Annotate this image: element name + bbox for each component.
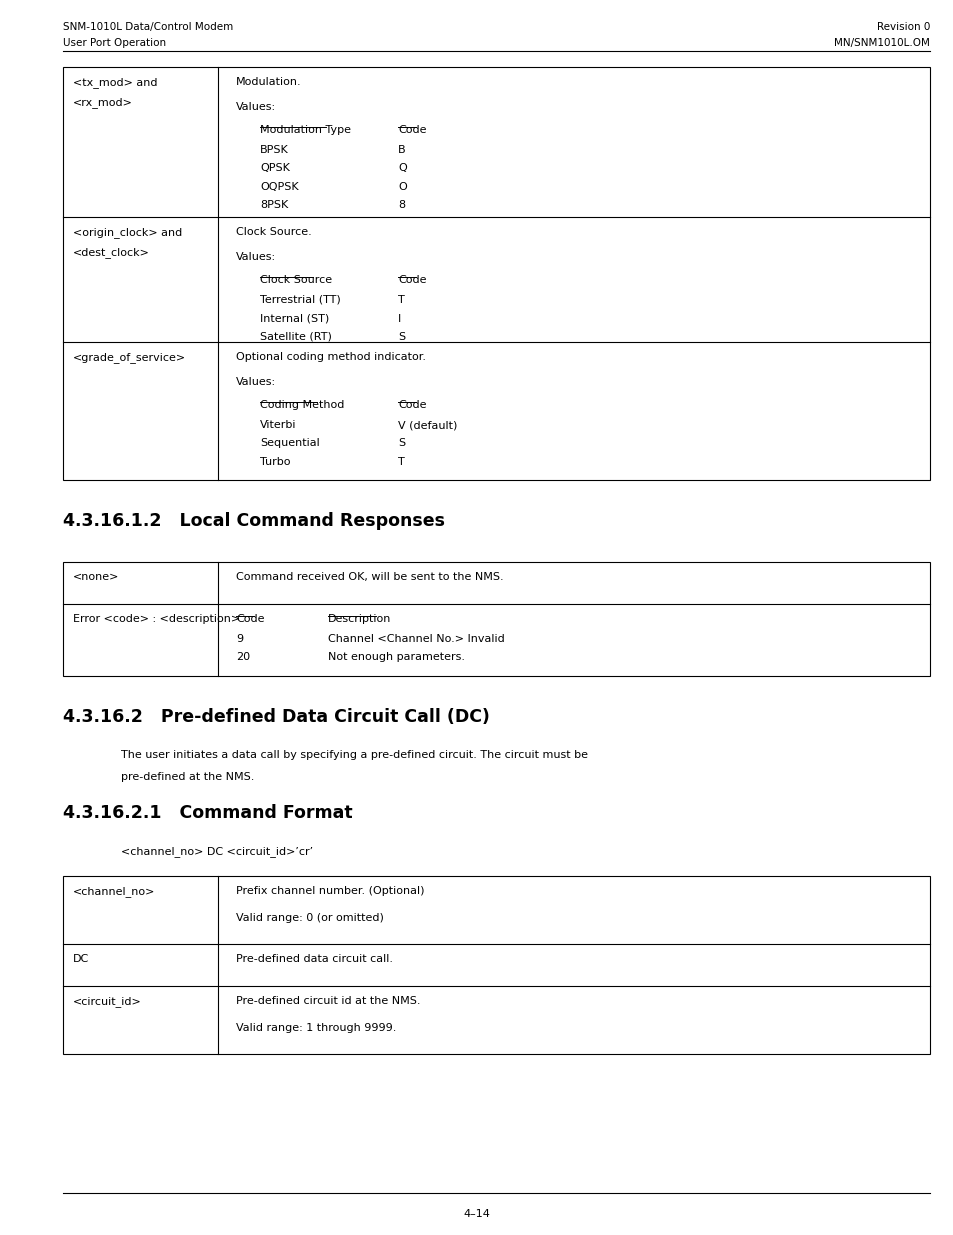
Bar bbox=[63, 562, 929, 676]
Text: Code: Code bbox=[397, 125, 426, 135]
Text: S: S bbox=[397, 438, 405, 448]
Text: Description: Description bbox=[328, 614, 391, 624]
Text: S: S bbox=[397, 332, 405, 342]
Bar bbox=[63, 876, 929, 1053]
Text: O: O bbox=[397, 182, 406, 191]
Text: Clock Source: Clock Source bbox=[260, 275, 332, 285]
Text: 8: 8 bbox=[397, 200, 405, 210]
Text: QPSK: QPSK bbox=[260, 163, 290, 173]
Text: Prefix channel number. (Optional): Prefix channel number. (Optional) bbox=[235, 885, 424, 897]
Text: Modulation.: Modulation. bbox=[235, 77, 301, 86]
Text: Satellite (RT): Satellite (RT) bbox=[260, 332, 332, 342]
Text: <channel_no> DC <circuit_id>’cr’: <channel_no> DC <circuit_id>’cr’ bbox=[121, 846, 313, 857]
Text: V (default): V (default) bbox=[397, 420, 456, 430]
Text: 4–14: 4–14 bbox=[463, 1209, 490, 1219]
Text: 4.3.16.1.2   Local Command Responses: 4.3.16.1.2 Local Command Responses bbox=[63, 513, 444, 530]
Text: MN/SNM1010L.OM: MN/SNM1010L.OM bbox=[833, 38, 929, 48]
Text: Optional coding method indicator.: Optional coding method indicator. bbox=[235, 352, 426, 362]
Text: I: I bbox=[397, 314, 401, 324]
Text: T: T bbox=[397, 457, 404, 467]
Text: Clock Source.: Clock Source. bbox=[235, 227, 312, 237]
Text: Internal (ST): Internal (ST) bbox=[260, 314, 329, 324]
Text: T: T bbox=[397, 295, 404, 305]
Text: Sequential: Sequential bbox=[260, 438, 319, 448]
Text: OQPSK: OQPSK bbox=[260, 182, 298, 191]
Text: User Port Operation: User Port Operation bbox=[63, 38, 166, 48]
Text: Viterbi: Viterbi bbox=[260, 420, 296, 430]
Text: <tx_mod> and: <tx_mod> and bbox=[73, 77, 157, 88]
Text: Pre-defined circuit id at the NMS.: Pre-defined circuit id at the NMS. bbox=[235, 995, 420, 1007]
Text: Modulation Type: Modulation Type bbox=[260, 125, 351, 135]
Text: Code: Code bbox=[235, 614, 264, 624]
Text: Code: Code bbox=[397, 275, 426, 285]
Text: <channel_no>: <channel_no> bbox=[73, 885, 155, 897]
Text: 8PSK: 8PSK bbox=[260, 200, 288, 210]
Text: Valid range: 1 through 9999.: Valid range: 1 through 9999. bbox=[235, 1023, 395, 1032]
Text: Q: Q bbox=[397, 163, 406, 173]
Text: Command received OK, will be sent to the NMS.: Command received OK, will be sent to the… bbox=[235, 572, 503, 582]
Text: Revision 0: Revision 0 bbox=[876, 22, 929, 32]
Text: B: B bbox=[397, 144, 405, 156]
Text: 4.3.16.2.1   Command Format: 4.3.16.2.1 Command Format bbox=[63, 804, 353, 823]
Text: Turbo: Turbo bbox=[260, 457, 291, 467]
Bar bbox=[63, 67, 929, 480]
Text: Code: Code bbox=[397, 400, 426, 410]
Text: Terrestrial (TT): Terrestrial (TT) bbox=[260, 295, 340, 305]
Text: BPSK: BPSK bbox=[260, 144, 289, 156]
Text: 4.3.16.2   Pre-defined Data Circuit Call (DC): 4.3.16.2 Pre-defined Data Circuit Call (… bbox=[63, 708, 489, 726]
Text: pre-defined at the NMS.: pre-defined at the NMS. bbox=[121, 772, 254, 782]
Text: Valid range: 0 (or omitted): Valid range: 0 (or omitted) bbox=[235, 913, 383, 923]
Text: Channel <Channel No.> Invalid: Channel <Channel No.> Invalid bbox=[328, 634, 504, 643]
Text: <dest_clock>: <dest_clock> bbox=[73, 247, 150, 258]
Text: Pre-defined data circuit call.: Pre-defined data circuit call. bbox=[235, 953, 393, 965]
Text: <origin_clock> and: <origin_clock> and bbox=[73, 227, 182, 238]
Text: <none>: <none> bbox=[73, 572, 119, 582]
Text: <rx_mod>: <rx_mod> bbox=[73, 98, 132, 107]
Text: 9: 9 bbox=[235, 634, 243, 643]
Text: <grade_of_service>: <grade_of_service> bbox=[73, 352, 186, 363]
Text: <circuit_id>: <circuit_id> bbox=[73, 995, 142, 1007]
Text: Values:: Values: bbox=[235, 377, 275, 387]
Text: Values:: Values: bbox=[235, 103, 275, 112]
Text: DC: DC bbox=[73, 953, 90, 965]
Text: Values:: Values: bbox=[235, 252, 275, 262]
Text: 20: 20 bbox=[235, 652, 250, 662]
Text: SNM-1010L Data/Control Modem: SNM-1010L Data/Control Modem bbox=[63, 22, 233, 32]
Text: The user initiates a data call by specifying a pre-defined circuit. The circuit : The user initiates a data call by specif… bbox=[121, 750, 587, 760]
Text: Coding Method: Coding Method bbox=[260, 400, 344, 410]
Text: Not enough parameters.: Not enough parameters. bbox=[328, 652, 464, 662]
Text: Error <code> : <description>: Error <code> : <description> bbox=[73, 614, 240, 624]
